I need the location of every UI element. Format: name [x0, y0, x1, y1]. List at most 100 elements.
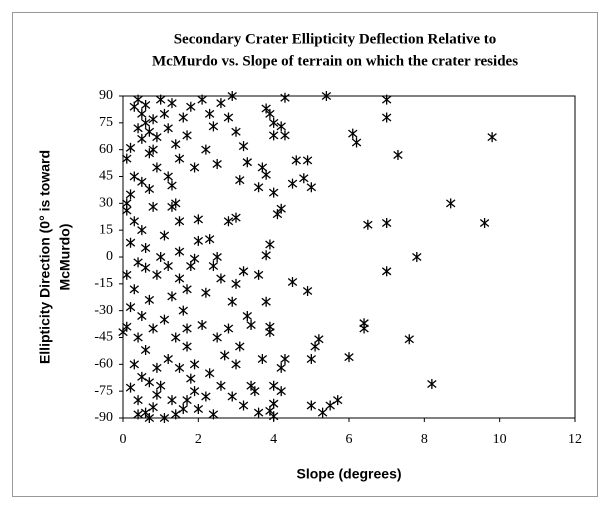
point [140, 262, 151, 273]
point [174, 273, 185, 284]
point [231, 359, 241, 370]
point [216, 380, 226, 391]
point [201, 391, 211, 402]
point [306, 400, 317, 411]
point [171, 409, 181, 420]
point [171, 139, 181, 150]
y-tick-label: 0 [106, 249, 113, 264]
point [129, 284, 140, 295]
x-tick-label: 0 [120, 432, 127, 447]
point [261, 296, 271, 307]
point [122, 153, 132, 164]
point [363, 219, 373, 230]
point [163, 123, 173, 134]
point [193, 214, 204, 225]
point [189, 253, 200, 264]
point [137, 108, 147, 119]
point [359, 323, 369, 334]
point [250, 386, 260, 397]
point [193, 404, 204, 415]
y-tick-label: -75 [94, 383, 113, 398]
point [238, 400, 249, 411]
point [310, 341, 320, 352]
point [152, 389, 162, 400]
x-tick-label: 12 [568, 432, 582, 447]
point [125, 189, 136, 200]
point [261, 169, 271, 180]
point [253, 407, 264, 418]
point [208, 260, 219, 271]
point [193, 235, 204, 246]
y-tick-label: 90 [99, 88, 113, 103]
point [242, 311, 253, 322]
point [276, 362, 286, 373]
y-axis-label: McMurdo) [57, 224, 73, 291]
point [381, 266, 392, 277]
point [174, 216, 185, 227]
point [212, 332, 222, 343]
point [427, 379, 437, 390]
y-tick-label: -90 [94, 410, 113, 425]
point [231, 212, 241, 223]
point [280, 130, 290, 141]
point [163, 260, 173, 271]
point [182, 341, 192, 352]
point [167, 395, 177, 406]
point [155, 94, 166, 105]
point [204, 108, 215, 119]
point [321, 91, 332, 101]
point [140, 345, 151, 356]
x-tick-label: 10 [493, 432, 507, 447]
point [268, 117, 279, 128]
point [445, 198, 456, 209]
point [227, 391, 237, 402]
x-tick-label: 2 [195, 432, 202, 447]
point [133, 395, 143, 406]
point [231, 126, 241, 137]
point [189, 386, 200, 397]
point [253, 269, 264, 280]
point [137, 311, 147, 322]
point [212, 252, 222, 262]
point [268, 380, 279, 391]
point [280, 92, 290, 103]
point [412, 252, 422, 262]
point [272, 209, 283, 220]
point [133, 332, 143, 343]
point [167, 180, 177, 191]
point [137, 225, 147, 236]
point [133, 409, 143, 420]
point [144, 148, 155, 159]
point [163, 171, 173, 182]
point [261, 103, 271, 114]
point [246, 380, 256, 391]
chart-title: McMurdo vs. Slope of terrain on which th… [152, 53, 518, 69]
y-tick-label: -60 [94, 357, 113, 372]
point [227, 91, 237, 101]
point [152, 132, 162, 143]
point [174, 153, 185, 164]
point [265, 327, 275, 338]
point [122, 269, 132, 280]
point [242, 157, 253, 168]
point [381, 94, 392, 105]
point [144, 294, 155, 305]
point [351, 137, 362, 148]
point [344, 352, 354, 363]
point [216, 273, 226, 284]
point [189, 162, 200, 173]
point [212, 158, 222, 169]
point [265, 239, 275, 250]
point [287, 178, 298, 189]
point [204, 234, 215, 245]
y-tick-label: 60 [99, 142, 113, 157]
point [186, 101, 196, 112]
point [174, 362, 185, 373]
point [167, 98, 177, 109]
point [163, 353, 173, 364]
point [306, 182, 317, 193]
point [155, 380, 166, 391]
point [148, 114, 158, 125]
point [182, 323, 192, 334]
point [265, 108, 275, 119]
